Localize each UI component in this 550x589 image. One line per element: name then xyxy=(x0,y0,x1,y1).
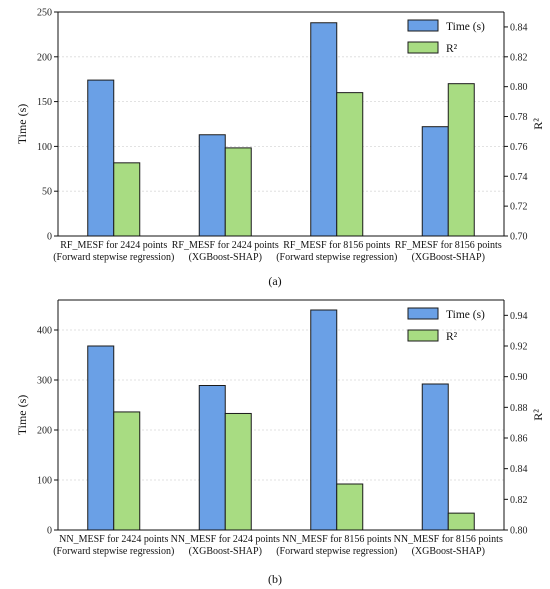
category-label: (Forward stepwise regression) xyxy=(276,252,397,263)
y2-tick-label: 0.94 xyxy=(510,311,528,322)
y-tick-label: 0 xyxy=(47,526,52,537)
y-tick-label: 0 xyxy=(47,232,52,243)
y2-tick-label: 0.86 xyxy=(510,434,528,445)
legend-label: Time (s) xyxy=(446,21,485,33)
bar-r2 xyxy=(113,411,141,531)
y2-axis-title: R² xyxy=(531,409,545,421)
y-tick-label: 200 xyxy=(37,426,52,437)
panel-label-a: (a) xyxy=(268,274,282,288)
category-label: RF_MESF for 8156 points xyxy=(283,240,390,251)
y-tick-label: 150 xyxy=(37,97,52,108)
category-label: NN_MESF for 2424 points xyxy=(171,534,280,545)
category-label: (Forward stepwise regression) xyxy=(276,546,397,557)
bar-r2 xyxy=(336,92,364,237)
legend-label: R² xyxy=(446,331,458,343)
category-label: NN_MESF for 8156 points xyxy=(394,534,503,545)
category-label: (Forward stepwise regression) xyxy=(53,252,174,263)
category-label: (XGBoost-SHAP) xyxy=(189,252,262,263)
y2-tick-label: 0.92 xyxy=(510,342,528,353)
y2-tick-label: 0.90 xyxy=(510,372,528,383)
category-label: NN_MESF for 2424 points xyxy=(59,534,168,545)
y-axis-title: Time (s) xyxy=(15,104,29,145)
bar-time xyxy=(87,79,115,237)
category-label: NN_MESF for 8156 points xyxy=(282,534,391,545)
y2-tick-label: 0.74 xyxy=(510,172,528,183)
bar-r2 xyxy=(224,147,252,237)
legend-swatch xyxy=(407,19,439,32)
y2-tick-label: 0.76 xyxy=(510,142,528,153)
y-tick-label: 200 xyxy=(37,52,52,63)
panel-label-b: (b) xyxy=(268,572,282,586)
category-label: (Forward stepwise regression) xyxy=(53,546,174,557)
y-tick-label: 300 xyxy=(37,376,52,387)
legend-swatch xyxy=(407,41,439,54)
category-label: RF_MESF for 8156 points xyxy=(395,240,502,251)
y-tick-label: 100 xyxy=(37,142,52,153)
y-tick-label: 250 xyxy=(37,8,52,19)
bar-time xyxy=(310,22,338,237)
y2-tick-label: 0.84 xyxy=(510,22,528,33)
y2-tick-label: 0.88 xyxy=(510,403,528,414)
chart-panel-a: RF_MESF for 2424 points(Forward stepwise… xyxy=(15,8,545,264)
bar-time xyxy=(310,309,338,531)
category-label: RF_MESF for 2424 points xyxy=(60,240,167,251)
y2-axis-title: R² xyxy=(531,118,545,130)
bar-r2 xyxy=(447,512,475,531)
legend-swatch xyxy=(407,307,439,320)
bar-time xyxy=(421,126,449,237)
y-tick-label: 100 xyxy=(37,476,52,487)
chart-panel-b: NN_MESF for 2424 points(Forward stepwise… xyxy=(15,299,545,557)
y2-tick-label: 0.78 xyxy=(510,112,528,123)
category-label: (XGBoost-SHAP) xyxy=(412,546,485,557)
bar-r2 xyxy=(447,83,475,237)
y2-tick-label: 0.84 xyxy=(510,464,528,475)
legend-label: Time (s) xyxy=(446,309,485,321)
y2-tick-label: 0.82 xyxy=(510,495,528,506)
bar-time xyxy=(198,385,226,531)
legend-swatch xyxy=(407,329,439,342)
legend-label: R² xyxy=(446,43,458,55)
category-label: (XGBoost-SHAP) xyxy=(189,546,262,557)
y-tick-label: 50 xyxy=(42,187,52,198)
y2-tick-label: 0.80 xyxy=(510,82,528,93)
y2-tick-label: 0.70 xyxy=(510,232,528,243)
category-label: RF_MESF for 2424 points xyxy=(172,240,279,251)
y2-tick-label: 0.72 xyxy=(510,202,528,213)
bar-time xyxy=(421,383,449,531)
bar-time xyxy=(87,345,115,531)
bar-r2 xyxy=(336,483,364,531)
category-label: (XGBoost-SHAP) xyxy=(412,252,485,263)
bar-time xyxy=(198,134,226,237)
y-tick-label: 400 xyxy=(37,326,52,337)
y2-tick-label: 0.82 xyxy=(510,52,528,63)
bar-r2 xyxy=(224,412,252,531)
bar-r2 xyxy=(113,162,141,237)
y2-tick-label: 0.80 xyxy=(510,526,528,537)
y-axis-title: Time (s) xyxy=(15,395,29,436)
